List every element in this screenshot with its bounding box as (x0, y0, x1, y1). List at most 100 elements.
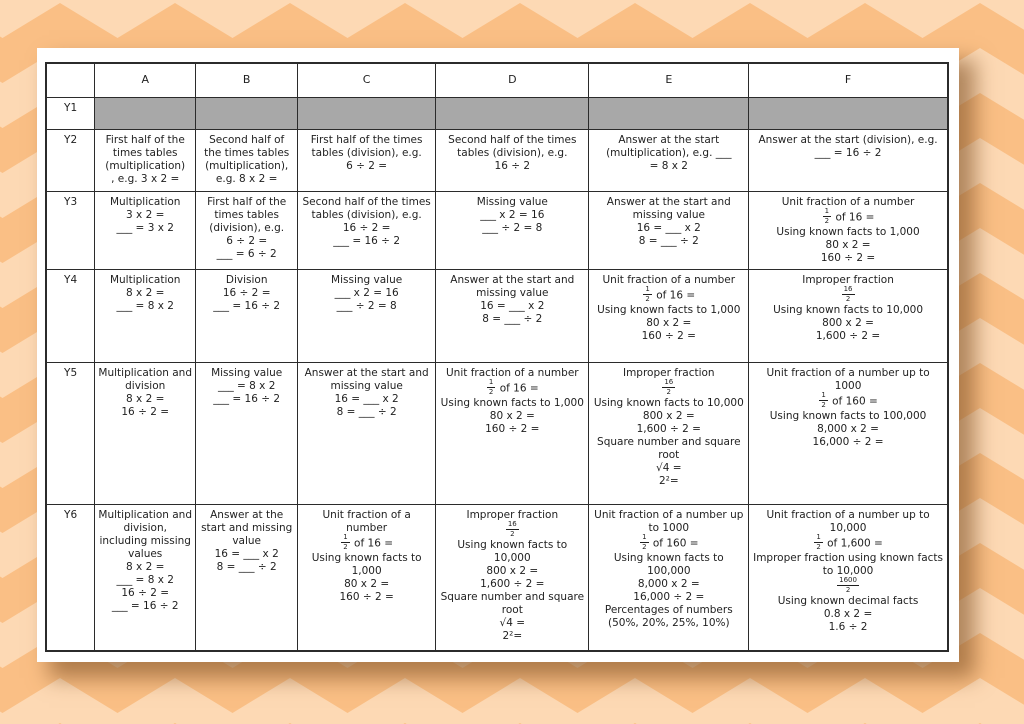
row-label: Y5 (45, 361, 96, 505)
cell-line: Multiplication (109, 273, 181, 286)
column-header: F (748, 62, 949, 98)
cell-line: ___ = 16 ÷ 2 (213, 392, 281, 405)
cell-line: √4 = (499, 616, 526, 629)
table-row: Y1 (45, 96, 949, 130)
table-cell: Multiplication and division, including m… (94, 503, 197, 652)
cell-line: Using known facts to 1,000 (440, 396, 584, 409)
table-cell: Unit fraction of a number 1 2 of 16 = Using… (435, 361, 590, 505)
cell-line: ___ = 8 x 2 (116, 299, 174, 312)
column-header: B (195, 62, 299, 98)
cell-line: 16 ÷ 2 = (121, 405, 170, 418)
cell-line: 80 x 2 = (825, 238, 871, 251)
cell-line: ___ = 16 ÷ 2 (213, 299, 281, 312)
cell-line: Square number and square root (440, 590, 585, 616)
table-cell (435, 96, 590, 130)
corner-cell (45, 62, 96, 98)
cell-line: First half of the times tables (multipli… (105, 133, 186, 172)
cell-line: Using known facts to 10,000 (457, 538, 568, 564)
cell-line: 80 x 2 = (344, 577, 390, 590)
cell-line: 8 = ___ ÷ 2 (336, 405, 397, 418)
cell-line: Second half of the times tables (divisio… (448, 133, 577, 159)
table-row: Y3 Multiplication 3 x 2 = ___ = 3 x 2 First … (45, 190, 949, 270)
table-cell (195, 96, 299, 130)
cell-line: 16 2 (752, 284, 944, 304)
cell-line: Second half of the times tables (multipl… (204, 133, 290, 185)
cell-line: 16 2 (592, 378, 745, 397)
cell-line: 1.6 ÷ 2 (828, 620, 868, 633)
cell-line: 8 = ___ ÷ 2 (638, 234, 699, 247)
cell-line: 8 = ___ ÷ 2 (482, 312, 543, 325)
table-cell: Second half of the times tables (divisio… (297, 190, 437, 270)
cell-line: 16 = ___ x 2 (480, 299, 545, 312)
table-cell (94, 96, 197, 130)
cell-line: Using known decimal facts (777, 594, 919, 607)
table-cell: Improper fraction 16 2 Using known facts to… (435, 503, 590, 652)
table-cell: Unit fraction of a number up to 1000 1 2 o… (748, 361, 949, 505)
cell-line: Missing value (331, 273, 403, 286)
cell-line: ___ = 16 ÷ 2 (111, 599, 179, 612)
cell-line: = 8 x 2 (649, 159, 688, 172)
row-label: Y4 (45, 268, 96, 363)
table-cell: Second half of the times tables (divisio… (435, 128, 590, 192)
stacked-fraction: 16 2 (841, 284, 855, 303)
cell-line: 160 ÷ 2 = (820, 251, 876, 264)
table-cell: Answer at the start and missing value 16 … (297, 361, 437, 505)
cell-line: √4 = (656, 461, 682, 474)
cell-line: ___ = 3 x 2 (116, 221, 174, 234)
cell-line: Answer at the start and missing value (606, 195, 731, 221)
cell-line: ___ = 8 x 2 (217, 379, 276, 392)
column-header: A (94, 62, 197, 98)
cell-line: 2²= (658, 474, 679, 487)
table-cell: Multiplication and division 8 x 2 = 16 ÷ 2… (94, 361, 197, 505)
stacked-fraction: 1600 2 (837, 575, 859, 594)
cell-line: 8 x 2 = (126, 560, 165, 573)
cell-line: 16,000 ÷ 2 = (633, 590, 705, 603)
table-cell: Multiplication 8 x 2 = ___ = 8 x 2 (94, 268, 197, 363)
cell-line: First half of the times tables (division… (207, 195, 287, 234)
table-cell: Missing value ___ x 2 = 16 ___ ÷ 2 = 8 (435, 190, 590, 270)
cell-line: 80 x 2 = (489, 409, 535, 422)
cell-line: Missing value (211, 366, 283, 379)
cell-line: Using known facts to 100,000 (769, 409, 927, 422)
cell-line: Unit fraction of a number up to 10,000 (766, 508, 930, 534)
cell-line: Unit fraction of a number (602, 273, 736, 286)
cell-line: 8,000 x 2 = (817, 422, 879, 435)
table-cell: Unit fraction of a number up to 10,000 1 2… (748, 503, 949, 652)
cell-line: 16 ÷ 2 = (121, 586, 170, 599)
cell-line: 16 ÷ 2 = (222, 286, 271, 299)
cell-line: Multiplication and division, including m… (98, 508, 192, 560)
cell-line: 6 ÷ 2 = (346, 159, 388, 172)
table-cell: Answer at the start (division), e.g. ___ … (748, 128, 949, 192)
cell-line: ___ = 6 ÷ 2 (216, 247, 277, 260)
cell-line: Multiplication and division (98, 366, 192, 392)
cell-line: 8 x 2 = (126, 286, 165, 299)
cell-line: 16 = ___ x 2 (214, 547, 279, 560)
cell-line: Improper fraction (622, 366, 715, 379)
cell-line: 16 2 (439, 520, 585, 539)
cell-line: 2²= (502, 629, 523, 642)
cell-line: Square number and square root (597, 435, 741, 461)
cell-line: 160 ÷ 2 = (485, 422, 540, 435)
cell-line: Second half of the times tables (divisio… (302, 195, 431, 221)
table-cell: Answer at the start and missing value 16 … (588, 190, 750, 270)
cell-line: Using known facts to 10,000 (773, 303, 924, 316)
cell-line: 3 x 2 = (126, 208, 165, 221)
cell-line: ___ x 2 = 16 (334, 286, 399, 299)
table-cell: First half of the times tables (division… (297, 128, 437, 192)
table-cell: Unit fraction of a number 1 2 of 16 = Using… (588, 268, 750, 363)
table-cell: First half of the times tables (division… (195, 190, 299, 270)
cell-line: Using known facts to 1,000 (597, 303, 741, 316)
cell-line: Unit fraction of a number up to 1000 (594, 508, 744, 534)
cell-line: ___ x 2 = 16 (480, 208, 545, 221)
table-row: Y4 Multiplication 8 x 2 = ___ = 8 x 2 Divisi… (45, 268, 949, 363)
table-cell: Missing value ___ x 2 = 16 ___ ÷ 2 = 8 (297, 268, 437, 363)
cell-line: Answer at the start and missing value (201, 508, 293, 547)
cell-line: 8 = ___ ÷ 2 (216, 560, 277, 573)
